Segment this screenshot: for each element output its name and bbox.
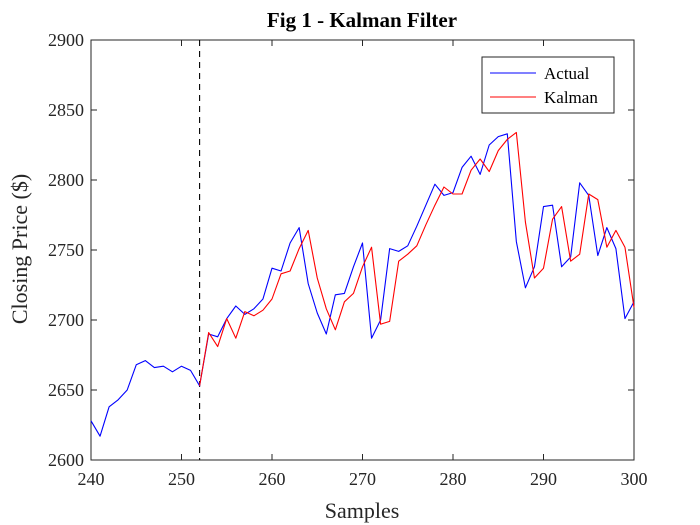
series-line-actual bbox=[90, 133, 635, 437]
series-line-kalman bbox=[199, 131, 635, 386]
y-tick-label: 2650 bbox=[48, 380, 84, 400]
x-tick-label: 260 bbox=[259, 469, 286, 489]
y-tick-label: 2750 bbox=[48, 240, 84, 260]
y-tick-label: 2600 bbox=[48, 450, 84, 470]
legend-box bbox=[481, 56, 615, 114]
y-tick-label: 2900 bbox=[48, 30, 84, 50]
x-tick-label: 290 bbox=[530, 469, 557, 489]
x-tick-label: 240 bbox=[78, 469, 105, 489]
x-tick-label: 250 bbox=[168, 469, 195, 489]
legend-label-kalman: Kalman bbox=[544, 88, 598, 107]
series-layer bbox=[90, 131, 635, 437]
y-tick-label: 2700 bbox=[48, 310, 84, 330]
x-tick-label: 270 bbox=[349, 469, 376, 489]
y-tick-label: 2850 bbox=[48, 100, 84, 120]
x-axis-label: Samples bbox=[325, 498, 400, 523]
chart-title: Fig 1 - Kalman Filter bbox=[267, 8, 457, 32]
y-axis-label: Closing Price ($) bbox=[7, 174, 32, 324]
x-tick-label: 300 bbox=[621, 469, 648, 489]
legend: Actual Kalman bbox=[481, 56, 615, 114]
legend-label-actual: Actual bbox=[544, 64, 590, 83]
x-tick-label: 280 bbox=[440, 469, 467, 489]
y-tick-label: 2800 bbox=[48, 170, 84, 190]
tick-layer: 240 250 260 270 280 290 300 2600 2650 2700 2750 280… bbox=[48, 30, 648, 489]
